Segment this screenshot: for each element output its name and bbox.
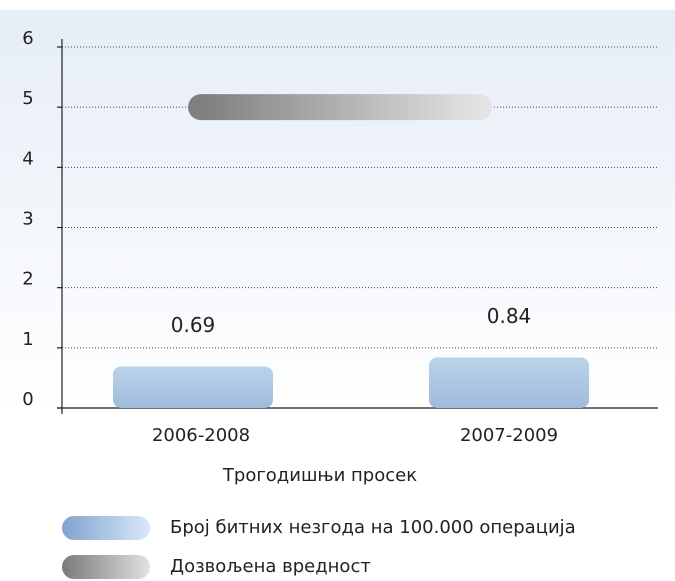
y-tick-label: 4: [22, 148, 33, 169]
y-tick-label: 5: [22, 88, 33, 109]
x-axis-label: Трогодишњи просек: [222, 465, 417, 486]
y-tick-label: 0: [22, 389, 33, 410]
bar: [113, 366, 273, 408]
legend-label: Број битних незгода на 100.000 операција: [170, 517, 576, 538]
y-tick-label: 2: [22, 269, 33, 290]
data-label: 0.69: [171, 313, 216, 337]
data-label: 0.84: [487, 304, 532, 328]
x-tick-label: 2007-2009: [460, 425, 558, 446]
legend-label: Дозвољена вредност: [170, 556, 371, 577]
y-tick-label: 3: [22, 209, 33, 230]
bar: [429, 357, 589, 408]
plot-background: [0, 10, 675, 410]
x-tick-label: 2006-2008: [152, 425, 250, 446]
legend-swatch: [62, 555, 150, 579]
y-tick-label: 6: [22, 28, 33, 49]
y-tick-label: 1: [22, 329, 33, 350]
legend-swatch: [62, 516, 150, 540]
